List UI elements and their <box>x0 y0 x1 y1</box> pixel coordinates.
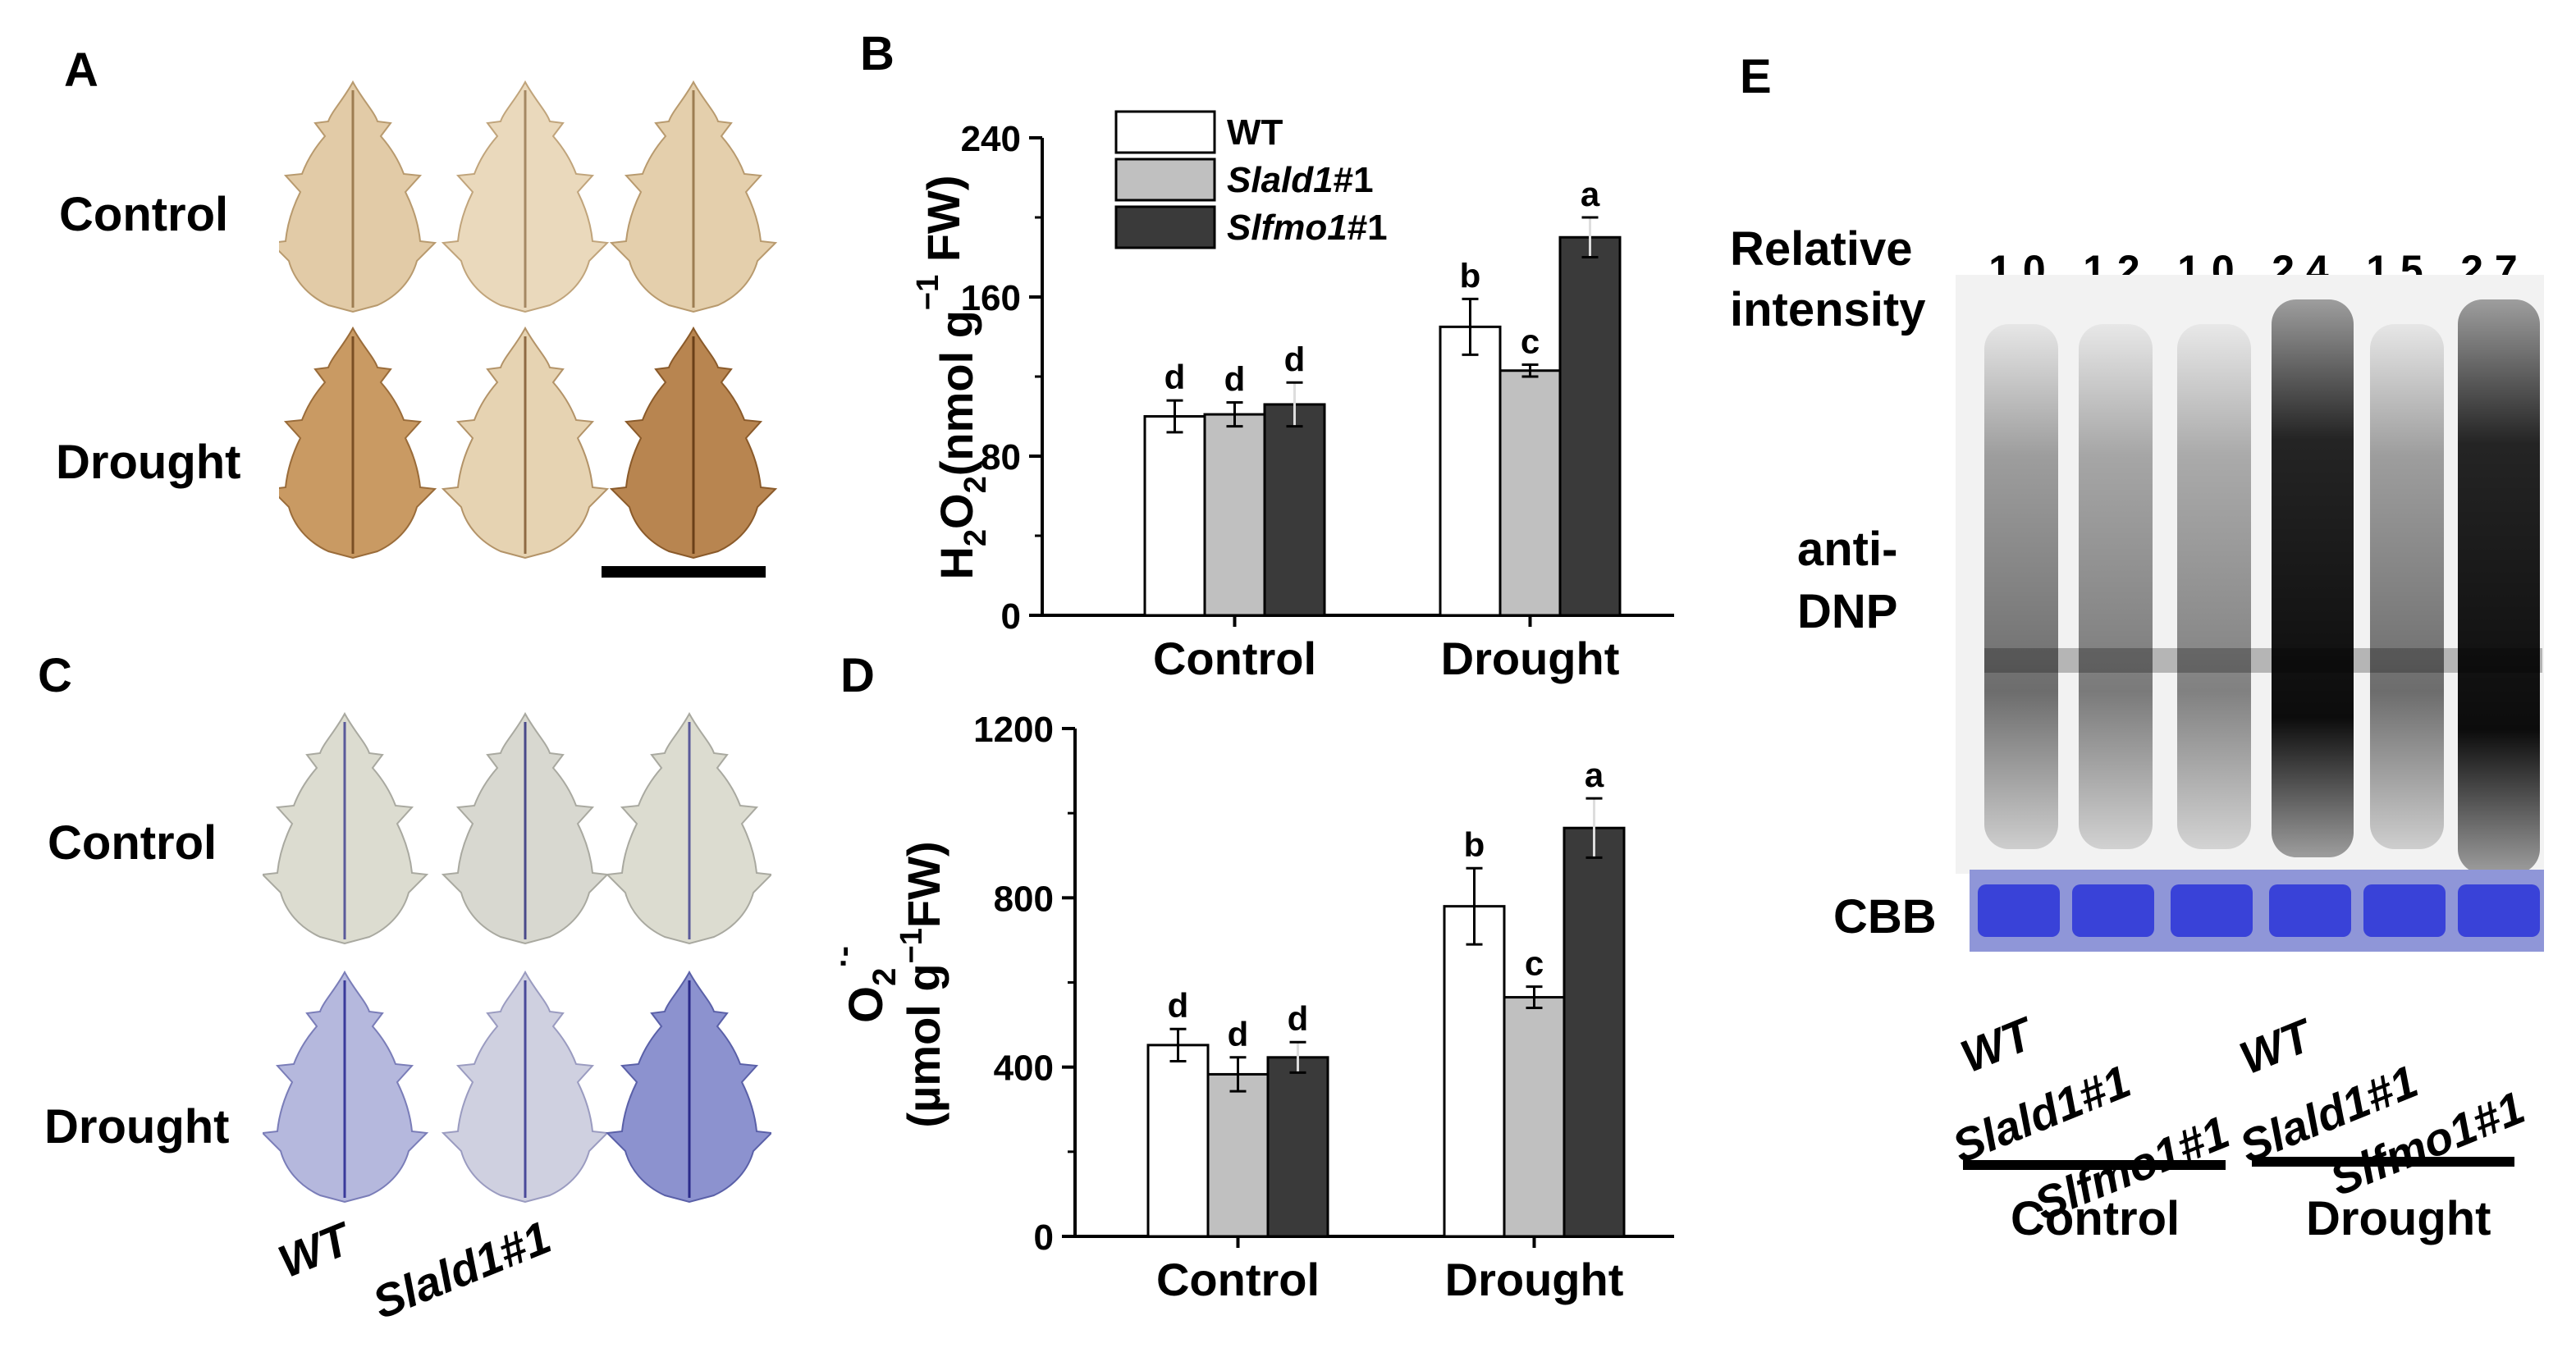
bar-WT-control <box>1146 1044 1210 1238</box>
significance-letter: d <box>1224 360 1246 399</box>
legend-swatch-2 <box>1114 205 1216 249</box>
blot-lane-5 <box>2370 324 2444 849</box>
panel-a-row-label-drought: Drought <box>56 436 241 489</box>
group-label-control: Control <box>2011 1192 2180 1245</box>
bar-Slald11-drought <box>1503 996 1566 1238</box>
bar-Slfmo11-control <box>1263 403 1326 617</box>
legend-label-1: Slald1#1 <box>1227 160 1374 200</box>
leaf-a-drought-2 <box>442 327 608 559</box>
panel-c-genotype-wt: WT <box>271 1213 357 1288</box>
leaf-c-control-2 <box>442 713 608 944</box>
group-line-control <box>1963 1160 2226 1170</box>
leaf-a-control-1 <box>279 81 436 313</box>
chart-d-superoxide: 0 400 800 1200 d d d Control b c a Drought O2·-(µmol… <box>826 710 1674 1305</box>
blot-band-row <box>1984 648 2542 673</box>
panel-c-leaf-images <box>263 713 771 1203</box>
cbb-bands <box>1978 884 2540 937</box>
anti-dnp-label-line2: DNP <box>1797 585 1898 638</box>
blot-lanes <box>1984 299 2542 874</box>
blot-lane-3 <box>2177 324 2251 849</box>
legend-swatch-1 <box>1114 158 1216 202</box>
cbb-label: CBB <box>1833 890 1937 943</box>
significance-letter: a <box>1581 175 1600 213</box>
y-tick-label: 1200 <box>973 710 1054 750</box>
relative-intensity-label-line2: intensity <box>1730 283 1926 336</box>
legend-label-2: Slfmo1#1 <box>1227 208 1388 248</box>
leaf-a-control-3 <box>611 81 776 313</box>
significance-letter: d <box>1228 1015 1249 1053</box>
bar-WT-drought <box>1439 325 1502 617</box>
legend-label-0: WT <box>1227 112 1283 153</box>
panel-a-row-label-control: Control <box>59 188 229 241</box>
significance-letter: b <box>1460 256 1481 295</box>
y-axis-label: H2O2(nmol g−1 FW) <box>911 175 993 579</box>
significance-letter: d <box>1164 358 1186 396</box>
leaf-c-control-1 <box>263 713 428 944</box>
leaf-c-control-3 <box>606 713 771 944</box>
bar-Slald11-control <box>1203 413 1266 617</box>
cbb-stain <box>1970 870 2544 952</box>
legend: WT Slald1#1 Slfmo1#1 <box>1114 110 1388 249</box>
leaf-a-drought-3 <box>611 327 776 559</box>
y-tick-label: 0 <box>1001 596 1021 637</box>
y-tick-label: 0 <box>1034 1218 1054 1258</box>
panel-letter-c: C <box>38 649 72 702</box>
significance-letter: d <box>1288 999 1309 1038</box>
bar-Slfmo11-drought <box>1563 826 1626 1238</box>
blot-lane-1 <box>1984 324 2058 849</box>
blot-lane-2 <box>2079 324 2153 849</box>
y-tick-label: 80 <box>981 437 1021 477</box>
relative-intensity-label-line1: Relative <box>1730 222 1913 276</box>
significance-letter: d <box>1168 986 1189 1025</box>
leaf-c-drought-3 <box>606 971 771 1203</box>
panel-c-genotype-slald1: Slald1#1 <box>365 1210 558 1329</box>
group-label-drought: Drought <box>2306 1192 2491 1245</box>
panel-letter-d: D <box>840 649 875 702</box>
bar-Slald11-control <box>1206 1072 1270 1238</box>
y-tick-label: 400 <box>994 1048 1054 1089</box>
panel-letter-e: E <box>1740 50 1772 103</box>
y-axis-label-units: (µmol g−1FW) <box>895 841 949 1127</box>
y-tick-label: 240 <box>961 119 1021 159</box>
panel-a-leaf-images <box>279 81 776 578</box>
legend-swatch-0 <box>1114 110 1216 154</box>
y-tick-label: 160 <box>961 278 1021 318</box>
blot-lane-6 <box>2458 299 2540 874</box>
y-axis-label: O2·- <box>826 946 903 1023</box>
significance-letter: c <box>1525 944 1544 983</box>
panel-letter-a: A <box>64 43 98 97</box>
x-tick-label: Control <box>1153 633 1316 684</box>
x-tick-label: Control <box>1156 1254 1320 1305</box>
bar-WT-control <box>1143 415 1206 617</box>
panel-c-row-label-drought: Drought <box>44 1100 230 1154</box>
leaf-a-drought-1 <box>279 327 436 559</box>
lane-label-1: WT <box>1953 1007 2039 1083</box>
western-blot <box>1956 275 2544 874</box>
significance-letter: d <box>1284 340 1306 378</box>
significance-letter: b <box>1464 825 1485 864</box>
anti-dnp-label-line1: anti- <box>1797 523 1898 576</box>
x-tick-label: Drought <box>1441 633 1620 684</box>
lane-label-4: WT <box>2232 1009 2318 1085</box>
bar-Slald11-drought <box>1498 369 1562 617</box>
x-tick-label: Drought <box>1445 1254 1624 1305</box>
leaf-c-drought-1 <box>263 971 428 1203</box>
leaf-c-drought-2 <box>442 971 608 1203</box>
bar-Slfmo11-control <box>1266 1056 1329 1238</box>
bar-WT-drought <box>1443 905 1506 1238</box>
scale-bar <box>602 566 766 578</box>
y-tick-label: 800 <box>994 879 1054 919</box>
panel-c-row-label-control: Control <box>48 816 217 870</box>
panel-letter-b: B <box>860 27 895 80</box>
significance-letter: c <box>1521 322 1540 360</box>
significance-letter: a <box>1585 756 1604 794</box>
bar-Slfmo11-drought <box>1558 235 1622 617</box>
leaf-a-control-2 <box>442 81 608 313</box>
blot-lane-4 <box>2272 299 2354 857</box>
group-line-drought <box>2252 1157 2514 1167</box>
